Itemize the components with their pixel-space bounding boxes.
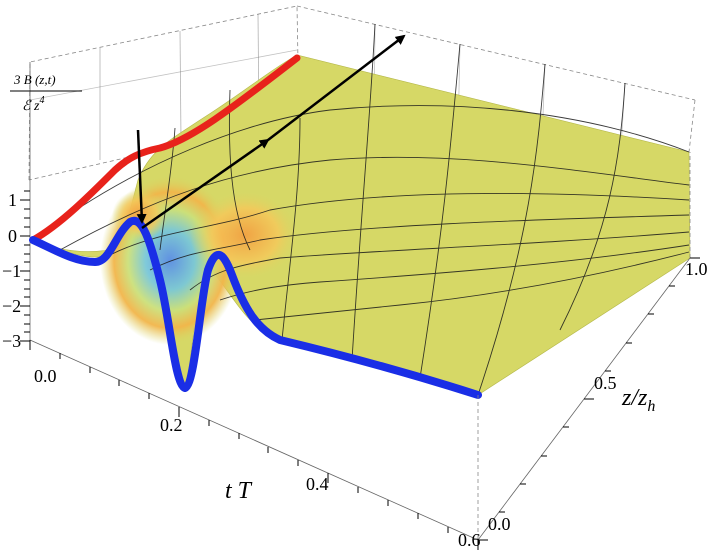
y-axis-label-subscript: h <box>647 398 655 415</box>
arrow-up-short <box>141 138 270 230</box>
x-axis-label: t T <box>225 478 253 504</box>
z-label-denominator-exp: 4 <box>39 95 44 106</box>
annotation-arrows <box>136 34 406 230</box>
arrow-down <box>136 129 147 224</box>
z-tick-label: −3 <box>2 331 21 351</box>
z-tick-label: 0 <box>8 226 17 246</box>
z-axis-label: 3 B (z,t) ℰ z4 <box>10 72 82 114</box>
x-tick-label: 0.0 <box>34 366 57 386</box>
x-axis <box>29 340 479 550</box>
y-tick-label: 1.0 <box>685 259 708 279</box>
x-tick-label: 0.2 <box>160 415 183 435</box>
z-tick-label: −2 <box>2 296 21 316</box>
x-tick-label: 0.6 <box>458 530 481 550</box>
y-axis-label-main: z/z <box>621 385 648 411</box>
z-label-denominator: ℰ z4 <box>22 95 44 114</box>
y-tick-label: 0.5 <box>594 373 617 393</box>
z-label-denominator-main: ℰ z <box>22 99 40 114</box>
z-tick-label: −1 <box>2 261 21 281</box>
x-tick-label: 0.4 <box>306 474 329 494</box>
arrow-up-long <box>267 34 406 141</box>
z-label-numerator: 3 B (z,t) <box>13 72 56 87</box>
z-axis <box>20 190 30 342</box>
front-edge-curve <box>29 216 482 399</box>
back-edge-curve <box>29 54 301 244</box>
z-tick-label: 1 <box>8 190 17 210</box>
y-axis-label: z/zh <box>621 385 655 415</box>
y-axis <box>478 257 700 541</box>
y-tick-label: 0.0 <box>488 514 511 534</box>
